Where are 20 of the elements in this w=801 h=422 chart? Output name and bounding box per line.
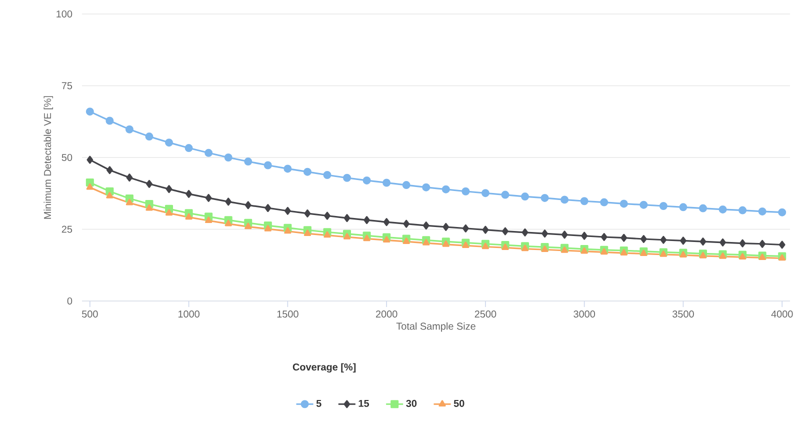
legend-label: 30 [406,400,417,407]
legend-label: 5 [316,400,322,407]
x-tick-label: 3000 [574,310,596,318]
x-tick-label: 4000 [771,310,793,318]
y-tick-label: 50 [62,154,72,162]
y-axis-title: Minimum Detectable VE [%] [44,96,54,219]
legend-label: 15 [358,400,370,407]
x-tick-label: 1500 [277,310,298,318]
x-tick-label: 2000 [376,310,398,318]
y-tick-label: 25 [62,226,72,233]
x-axis-title: Total Sample Size [396,322,476,332]
x-tick-label: 3500 [672,310,694,318]
y-tick-label: 100 [56,10,72,18]
x-tick-label: 2500 [474,310,496,318]
x-tick-label: 500 [82,310,98,318]
y-tick-label: 0 [67,297,72,305]
legend-title: Coverage [%] [292,363,356,373]
x-tick-label: 1000 [178,310,200,318]
y-tick-label: 75 [62,82,72,90]
legend-label: 50 [454,400,464,407]
